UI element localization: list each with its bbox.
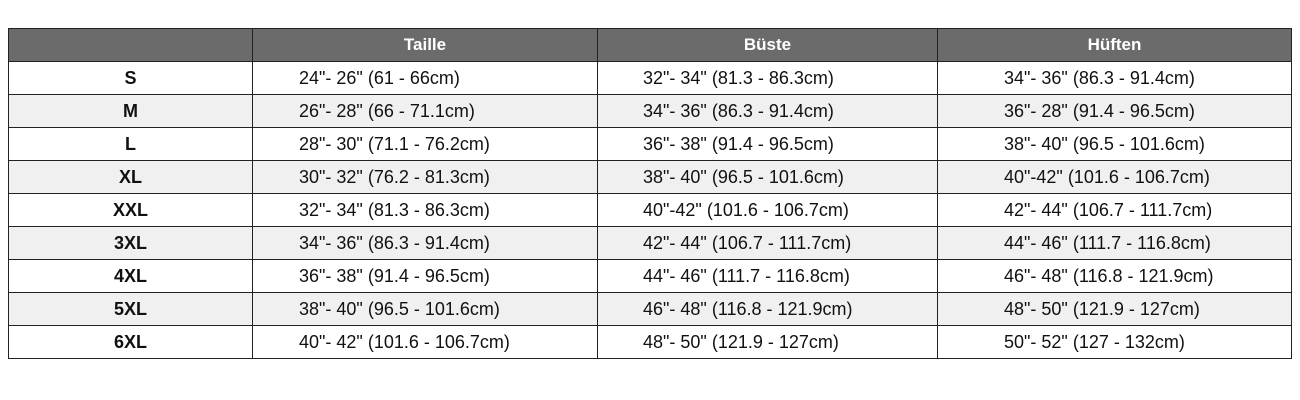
size-cell: S — [8, 61, 253, 95]
taille-cell: 26"- 28" (66 - 71.1cm) — [252, 94, 598, 128]
huften-cell: 46"- 48" (116.8 - 121.9cm) — [937, 259, 1292, 293]
table-row: 4XL 36"- 38" (91.4 - 96.5cm) 44"- 46" (111… — [8, 259, 1292, 293]
size-cell: 3XL — [8, 226, 253, 260]
buste-cell: 42"- 44" (106.7 - 111.7cm) — [597, 226, 938, 260]
taille-cell: 34"- 36" (86.3 - 91.4cm) — [252, 226, 598, 260]
taille-cell: 40"- 42" (101.6 - 106.7cm) — [252, 325, 598, 359]
huften-cell: 40"-42" (101.6 - 106.7cm) — [937, 160, 1292, 194]
table-row: 5XL 38"- 40" (96.5 - 101.6cm) 46"- 48" (11… — [8, 292, 1292, 326]
huften-cell: 48"- 50" (121.9 - 127cm) — [937, 292, 1292, 326]
table-row: L 28"- 30" (71.1 - 76.2cm) 36"- 38" (91.4 … — [8, 127, 1292, 161]
taille-cell: 32"- 34" (81.3 - 86.3cm) — [252, 193, 598, 227]
header-row: Taille Büste Hüften — [8, 28, 1292, 62]
table-row: XL 30"- 32" (76.2 - 81.3cm) 38"- 40" (96.5… — [8, 160, 1292, 194]
size-cell: XXL — [8, 193, 253, 227]
table-row: XXL 32"- 34" (81.3 - 86.3cm) 40"-42" (101.… — [8, 193, 1292, 227]
table-row: 3XL 34"- 36" (86.3 - 91.4cm) 42"- 44" (106… — [8, 226, 1292, 260]
taille-cell: 24"- 26" (61 - 66cm) — [252, 61, 598, 95]
buste-cell: 48"- 50" (121.9 - 127cm) — [597, 325, 938, 359]
huften-cell: 50"- 52" (127 - 132cm) — [937, 325, 1292, 359]
taille-cell: 30"- 32" (76.2 - 81.3cm) — [252, 160, 598, 194]
buste-cell: 46"- 48" (116.8 - 121.9cm) — [597, 292, 938, 326]
size-cell: 6XL — [8, 325, 253, 359]
huften-cell: 44"- 46" (111.7 - 116.8cm) — [937, 226, 1292, 260]
table-row: 6XL 40"- 42" (101.6 - 106.7cm) 48"- 50" (1… — [8, 325, 1292, 359]
buste-cell: 44"- 46" (111.7 - 116.8cm) — [597, 259, 938, 293]
buste-cell: 34"- 36" (86.3 - 91.4cm) — [597, 94, 938, 128]
huften-cell: 36"- 28" (91.4 - 96.5cm) — [937, 94, 1292, 128]
buste-cell: 38"- 40" (96.5 - 101.6cm) — [597, 160, 938, 194]
table-row: M 26"- 28" (66 - 71.1cm) 34"- 36" (86.3 - … — [8, 94, 1292, 128]
size-cell: XL — [8, 160, 253, 194]
header-buste: Büste — [597, 28, 938, 62]
header-taille: Taille — [252, 28, 598, 62]
size-chart-table: Taille Büste Hüften S 24"- 26" (61 - 66cm… — [8, 28, 1292, 359]
header-size — [8, 28, 253, 62]
size-cell: 4XL — [8, 259, 253, 293]
buste-cell: 36"- 38" (91.4 - 96.5cm) — [597, 127, 938, 161]
size-cell: M — [8, 94, 253, 128]
taille-cell: 28"- 30" (71.1 - 76.2cm) — [252, 127, 598, 161]
buste-cell: 32"- 34" (81.3 - 86.3cm) — [597, 61, 938, 95]
huften-cell: 38"- 40" (96.5 - 101.6cm) — [937, 127, 1292, 161]
table-row: S 24"- 26" (61 - 66cm) 32"- 34" (81.3 - 86… — [8, 61, 1292, 95]
buste-cell: 40"-42" (101.6 - 106.7cm) — [597, 193, 938, 227]
taille-cell: 36"- 38" (91.4 - 96.5cm) — [252, 259, 598, 293]
size-cell: L — [8, 127, 253, 161]
huften-cell: 34"- 36" (86.3 - 91.4cm) — [937, 61, 1292, 95]
huften-cell: 42"- 44" (106.7 - 111.7cm) — [937, 193, 1292, 227]
header-huften: Hüften — [937, 28, 1292, 62]
taille-cell: 38"- 40" (96.5 - 101.6cm) — [252, 292, 598, 326]
size-cell: 5XL — [8, 292, 253, 326]
